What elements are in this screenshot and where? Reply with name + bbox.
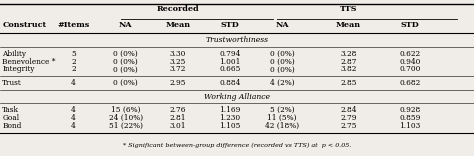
Text: 0.682: 0.682 xyxy=(400,79,420,87)
Text: 11 (5%): 11 (5%) xyxy=(267,114,297,122)
Text: 1.230: 1.230 xyxy=(219,114,240,122)
Text: Trustworthiness: Trustworthiness xyxy=(206,36,268,44)
Text: 0.665: 0.665 xyxy=(219,65,241,73)
Text: #Items: #Items xyxy=(57,21,90,29)
Text: Task: Task xyxy=(2,106,19,114)
Text: NA: NA xyxy=(119,21,132,29)
Text: 2.76: 2.76 xyxy=(170,106,186,114)
Text: 51 (22%): 51 (22%) xyxy=(109,122,143,130)
Text: 3.82: 3.82 xyxy=(340,65,356,73)
Text: 1.103: 1.103 xyxy=(400,122,420,130)
Text: 2.75: 2.75 xyxy=(340,122,356,130)
Text: 5: 5 xyxy=(71,50,76,58)
Text: 2.95: 2.95 xyxy=(170,79,186,87)
Text: Mean: Mean xyxy=(165,21,190,29)
Text: STD: STD xyxy=(220,21,239,29)
Text: 0 (0%): 0 (0%) xyxy=(270,50,294,58)
Text: Construct: Construct xyxy=(2,21,46,29)
Text: 0 (0%): 0 (0%) xyxy=(270,58,294,66)
Text: 4 (2%): 4 (2%) xyxy=(270,79,294,87)
Text: 2.85: 2.85 xyxy=(340,79,356,87)
Text: 1.169: 1.169 xyxy=(219,106,241,114)
Text: Mean: Mean xyxy=(336,21,361,29)
Text: Bond: Bond xyxy=(2,122,22,130)
Text: 2.87: 2.87 xyxy=(340,58,356,66)
Text: 0.884: 0.884 xyxy=(219,79,241,87)
Text: 0 (0%): 0 (0%) xyxy=(113,58,138,66)
Text: 3.30: 3.30 xyxy=(170,50,186,58)
Text: 0.794: 0.794 xyxy=(219,50,241,58)
Text: Benevolence *: Benevolence * xyxy=(2,58,56,66)
Text: 15 (6%): 15 (6%) xyxy=(111,106,140,114)
Text: 2.79: 2.79 xyxy=(340,114,356,122)
Text: Goal: Goal xyxy=(2,114,19,122)
Text: 3.25: 3.25 xyxy=(170,58,186,66)
Text: 4: 4 xyxy=(71,79,76,87)
Text: 1.105: 1.105 xyxy=(219,122,241,130)
Text: Integrity: Integrity xyxy=(2,65,35,73)
Text: 4: 4 xyxy=(71,114,76,122)
Text: STD: STD xyxy=(401,21,419,29)
Text: 3.28: 3.28 xyxy=(340,50,356,58)
Text: 4: 4 xyxy=(71,106,76,114)
Text: Trust: Trust xyxy=(2,79,22,87)
Text: 0.700: 0.700 xyxy=(399,65,421,73)
Text: * Significant between-group difference (recorded vs TTS) at  p < 0.05.: * Significant between-group difference (… xyxy=(123,143,351,149)
Text: 42 (18%): 42 (18%) xyxy=(265,122,299,130)
Text: Working Alliance: Working Alliance xyxy=(204,93,270,101)
Text: 24 (10%): 24 (10%) xyxy=(109,114,143,122)
Text: 0 (0%): 0 (0%) xyxy=(270,65,294,73)
Text: 2: 2 xyxy=(71,65,76,73)
Text: 1.001: 1.001 xyxy=(219,58,241,66)
Text: Recorded: Recorded xyxy=(156,5,199,13)
Text: 2.81: 2.81 xyxy=(170,114,186,122)
Text: 3.72: 3.72 xyxy=(170,65,186,73)
Text: 5 (2%): 5 (2%) xyxy=(270,106,294,114)
Text: 0 (0%): 0 (0%) xyxy=(113,50,138,58)
Text: 0.940: 0.940 xyxy=(399,58,421,66)
Text: Ability: Ability xyxy=(2,50,27,58)
Text: 3.01: 3.01 xyxy=(170,122,186,130)
Text: NA: NA xyxy=(275,21,289,29)
Text: 0.622: 0.622 xyxy=(400,50,420,58)
Text: TTS: TTS xyxy=(340,5,357,13)
Text: 2: 2 xyxy=(71,58,76,66)
Text: 2.84: 2.84 xyxy=(340,106,356,114)
Text: 0 (0%): 0 (0%) xyxy=(113,65,138,73)
Text: 0.928: 0.928 xyxy=(400,106,420,114)
Text: 0.859: 0.859 xyxy=(399,114,421,122)
Text: 4: 4 xyxy=(71,122,76,130)
Text: 0 (0%): 0 (0%) xyxy=(113,79,138,87)
